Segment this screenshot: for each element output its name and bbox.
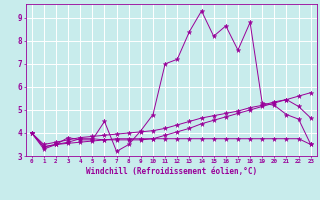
X-axis label: Windchill (Refroidissement éolien,°C): Windchill (Refroidissement éolien,°C) [86,167,257,176]
